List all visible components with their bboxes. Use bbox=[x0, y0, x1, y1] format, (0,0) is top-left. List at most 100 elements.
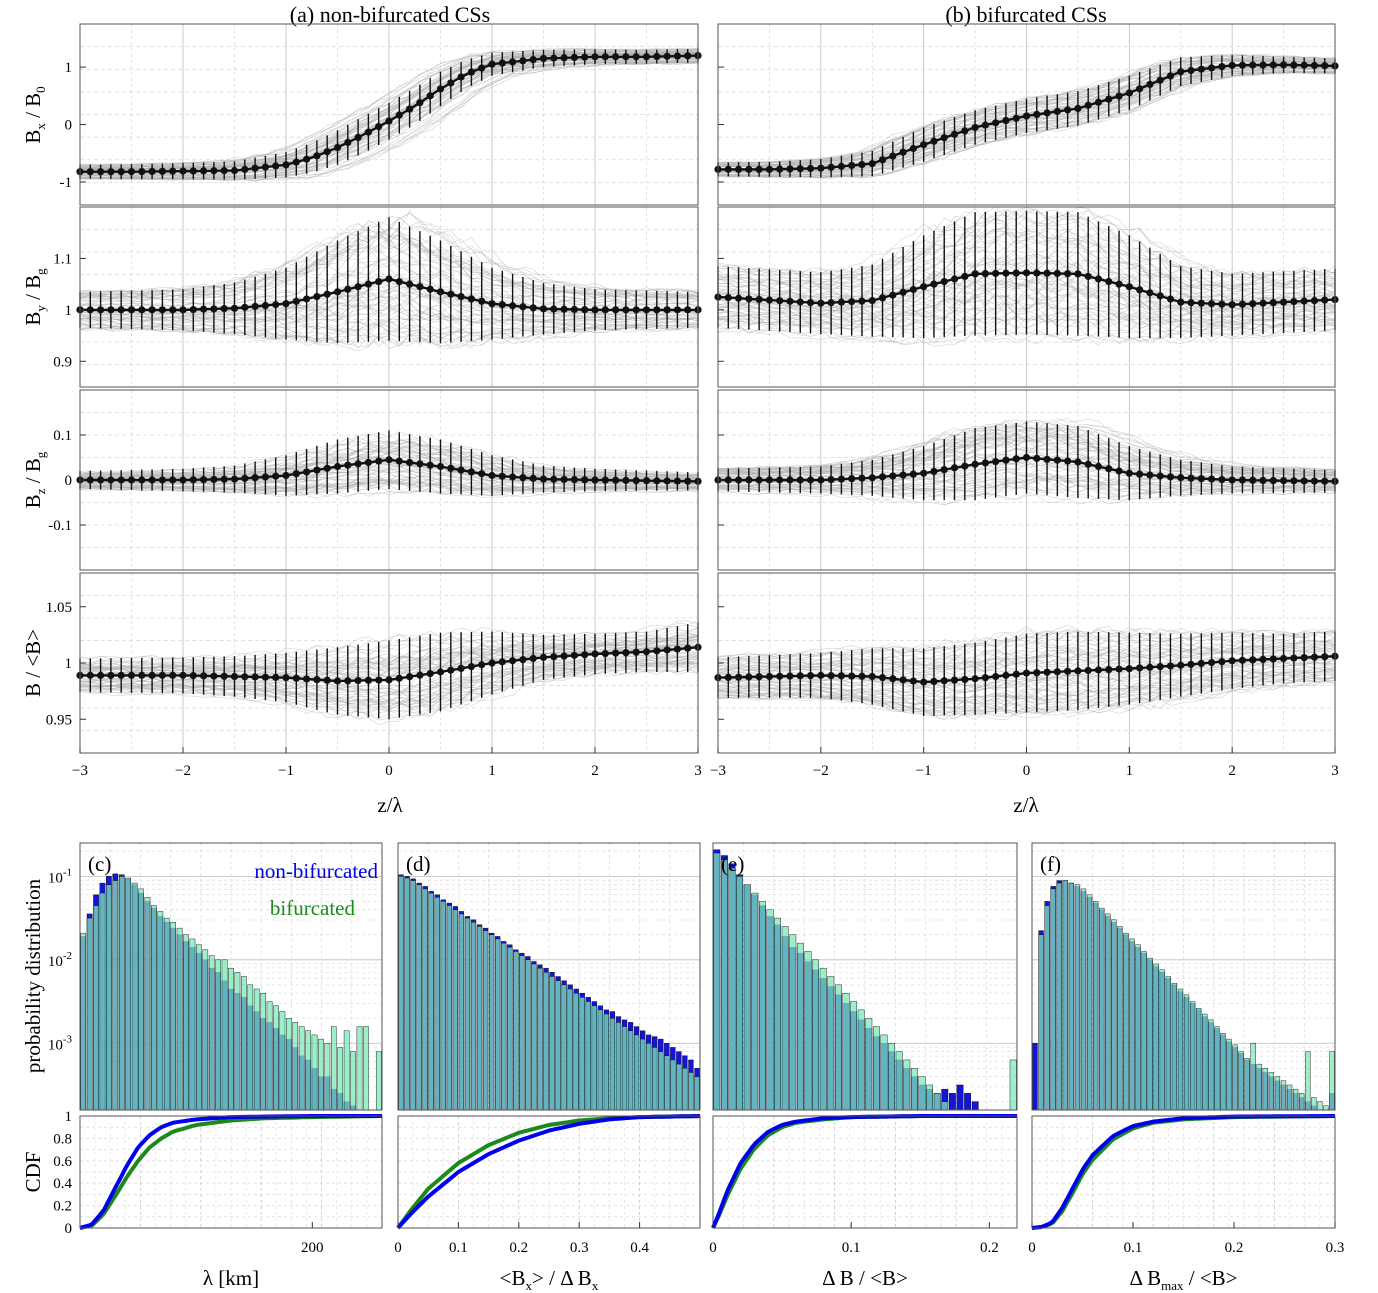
mean-point bbox=[1012, 114, 1020, 122]
mean-point bbox=[1033, 669, 1041, 677]
bar-bifurcated bbox=[537, 967, 543, 1111]
mean-point bbox=[909, 285, 917, 294]
mean-point bbox=[868, 672, 876, 681]
mean-point bbox=[138, 671, 146, 679]
cdf-panel-cdf_d: 0 0.1 0.2 0.3 0.4<Bx> / Δ Bx bbox=[394, 1114, 701, 1293]
mean-point bbox=[930, 137, 938, 145]
panel-letter: (e) bbox=[721, 852, 744, 876]
mean-point bbox=[179, 476, 187, 484]
mean-point bbox=[909, 470, 917, 478]
mean-point bbox=[117, 671, 125, 679]
mean-point bbox=[467, 468, 475, 476]
mean-profile bbox=[714, 631, 1339, 716]
mean-point bbox=[940, 277, 948, 286]
mean-point bbox=[220, 475, 228, 483]
mean-point bbox=[684, 644, 692, 652]
mean-point bbox=[1033, 269, 1041, 277]
mean-point bbox=[1177, 661, 1185, 669]
mean-point bbox=[560, 652, 568, 660]
mean-point bbox=[86, 306, 94, 314]
bar-bifurcated bbox=[495, 938, 501, 1111]
mean-point bbox=[508, 657, 517, 665]
bar-bifurcated bbox=[615, 1022, 622, 1111]
mean-point bbox=[406, 673, 414, 681]
log-exp: -2 bbox=[63, 950, 72, 962]
mean-point bbox=[570, 53, 579, 62]
mean-point bbox=[601, 53, 609, 61]
mean-point bbox=[971, 675, 979, 683]
x-tick-label: 0.4 bbox=[630, 1240, 649, 1256]
bar-bifurcated bbox=[228, 967, 234, 1111]
mean-point bbox=[467, 68, 475, 76]
mean-point bbox=[1300, 477, 1308, 485]
mean-point bbox=[1300, 654, 1308, 662]
panel-frame bbox=[397, 1115, 701, 1229]
mean-point bbox=[292, 674, 300, 682]
mean-point bbox=[282, 161, 290, 169]
mean-point bbox=[127, 168, 136, 176]
mean-point bbox=[930, 467, 938, 476]
mean-point bbox=[344, 138, 352, 147]
mean-point bbox=[858, 160, 866, 169]
mean-point bbox=[796, 298, 804, 306]
bar-bifurcated bbox=[1292, 1088, 1299, 1111]
mean-point bbox=[364, 280, 372, 288]
mean-point bbox=[1177, 474, 1185, 482]
mean-point bbox=[940, 677, 948, 685]
mean-point bbox=[755, 476, 763, 484]
mean-point bbox=[642, 477, 651, 485]
log-base: 10 bbox=[48, 870, 63, 886]
mean-point bbox=[684, 52, 692, 60]
mean-point bbox=[1136, 286, 1144, 294]
sample-curve bbox=[717, 627, 1336, 657]
bar-bifurcated bbox=[125, 877, 132, 1111]
mean-point bbox=[1208, 300, 1216, 308]
mean-point bbox=[1321, 653, 1329, 661]
bar-bifurcated bbox=[1123, 932, 1129, 1111]
bar-bifurcated bbox=[865, 1018, 873, 1111]
mean-point bbox=[344, 461, 352, 469]
bar-bifurcated bbox=[86, 917, 93, 1111]
mean-point bbox=[436, 462, 445, 471]
bar-bifurcated bbox=[1286, 1084, 1293, 1111]
bar-bifurcated bbox=[266, 1001, 273, 1111]
bar-bifurcated bbox=[350, 1051, 356, 1111]
mean-point bbox=[344, 677, 352, 685]
y-tick-label: 0.8 bbox=[53, 1131, 72, 1147]
mean-point bbox=[1249, 300, 1257, 308]
mean-point bbox=[765, 476, 774, 484]
x-tick-label: −2 bbox=[175, 763, 191, 779]
mean-point bbox=[138, 476, 146, 484]
y-tick-label: 1 bbox=[65, 303, 73, 319]
mean-point bbox=[478, 661, 486, 669]
mean-point bbox=[663, 306, 671, 314]
mean-point bbox=[1043, 455, 1051, 463]
bar-bifurcated bbox=[1232, 1044, 1238, 1111]
histogram-panel-e: (e) bbox=[712, 842, 1018, 1111]
mean-point bbox=[909, 677, 917, 685]
mean-point bbox=[806, 164, 815, 173]
mean-point bbox=[1187, 474, 1195, 482]
mean-point bbox=[1279, 61, 1288, 69]
bar-bifurcated bbox=[543, 972, 549, 1111]
xlabel-b: > / Δ B bbox=[532, 1266, 592, 1290]
bar-bifurcated bbox=[292, 1022, 299, 1111]
profile-panel-a4: 0.95 1 1.05 −3 −2 −1 0 1 2 3 bbox=[46, 572, 702, 779]
mean-point bbox=[858, 672, 866, 680]
bar-bifurcated bbox=[736, 876, 744, 1111]
mean-point bbox=[1125, 469, 1133, 477]
mean-point bbox=[827, 475, 835, 484]
mean-point bbox=[1218, 475, 1226, 484]
x-tick-label: 0.3 bbox=[570, 1240, 589, 1256]
bar-bifurcated bbox=[670, 1059, 676, 1111]
bar-bifurcated bbox=[1044, 905, 1050, 1111]
mean-point bbox=[426, 92, 434, 100]
mean-point bbox=[889, 675, 897, 683]
mean-point bbox=[1053, 456, 1061, 464]
mean-point bbox=[868, 160, 876, 168]
mean-point bbox=[837, 672, 846, 680]
ylabel-main: B bbox=[21, 130, 45, 144]
mean-point bbox=[776, 297, 784, 305]
mean-point bbox=[127, 476, 136, 484]
mean-point bbox=[169, 167, 177, 175]
